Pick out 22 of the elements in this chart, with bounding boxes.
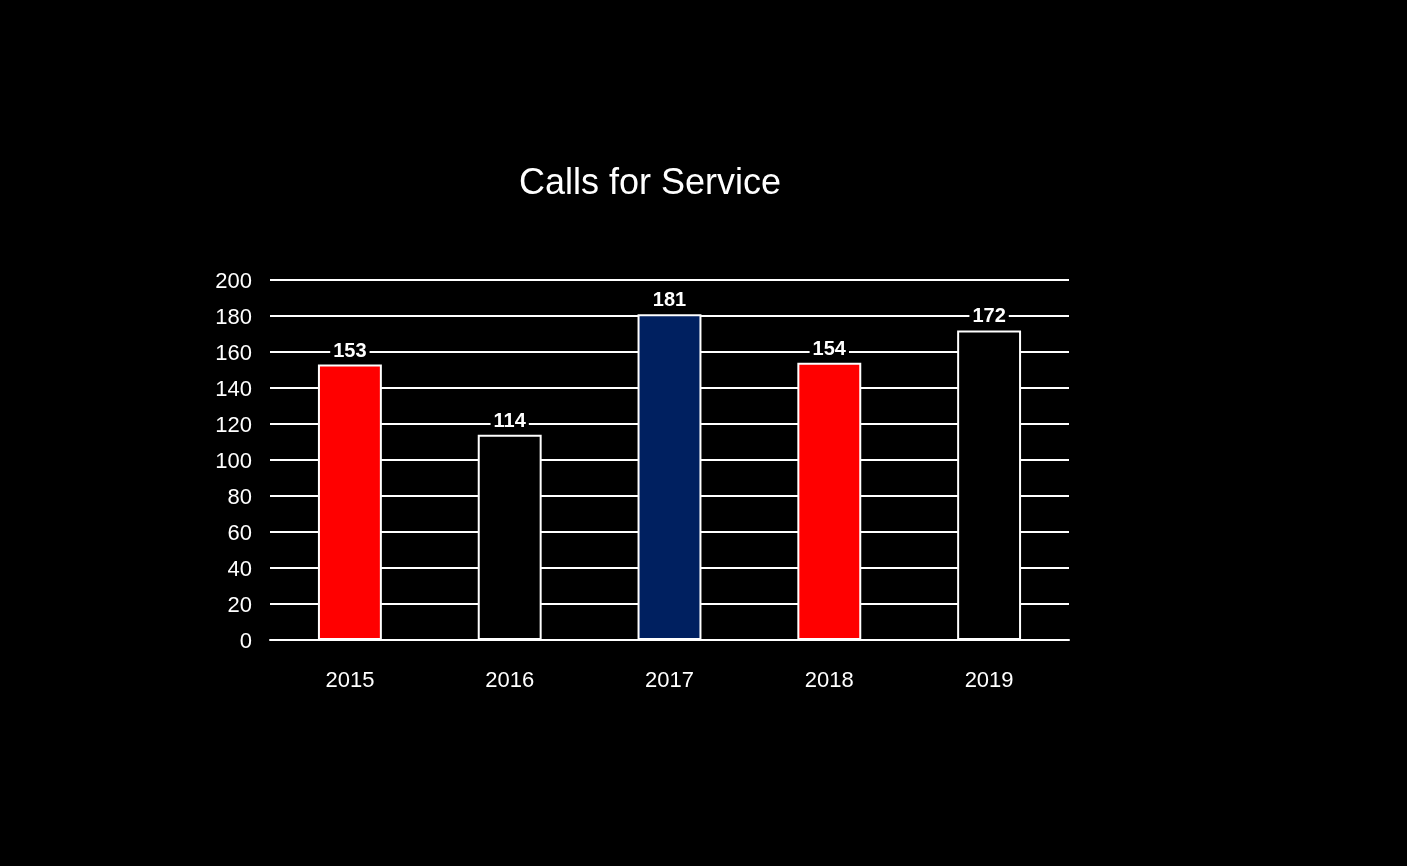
y-tick-label: 20 <box>227 591 252 617</box>
y-tick-label: 200 <box>215 267 252 293</box>
x-tick-label: 2017 <box>645 666 694 692</box>
y-tick-label: 60 <box>227 519 252 545</box>
y-tick-label: 0 <box>239 627 252 653</box>
x-tick-label: 2019 <box>964 666 1014 692</box>
chart-title: Calls for Service <box>518 160 782 202</box>
y-tick-label: 160 <box>215 339 252 365</box>
y-tick-label: 40 <box>227 555 252 581</box>
y-tick-label: 140 <box>215 375 252 401</box>
data-label: 172 <box>972 304 1006 327</box>
y-tick-label: 180 <box>215 303 252 329</box>
y-tick-label: 80 <box>227 483 252 509</box>
x-tick-label: 2016 <box>485 666 535 692</box>
x-tick-label: 2018 <box>804 666 854 692</box>
x-tick-label: 2015 <box>325 666 375 692</box>
data-label: 154 <box>812 336 847 359</box>
data-label: 114 <box>493 408 527 431</box>
y-tick-label: 120 <box>215 411 252 437</box>
data-label: 181 <box>652 288 687 311</box>
data-label: 153 <box>333 338 367 361</box>
y-tick-label: 100 <box>215 447 252 473</box>
